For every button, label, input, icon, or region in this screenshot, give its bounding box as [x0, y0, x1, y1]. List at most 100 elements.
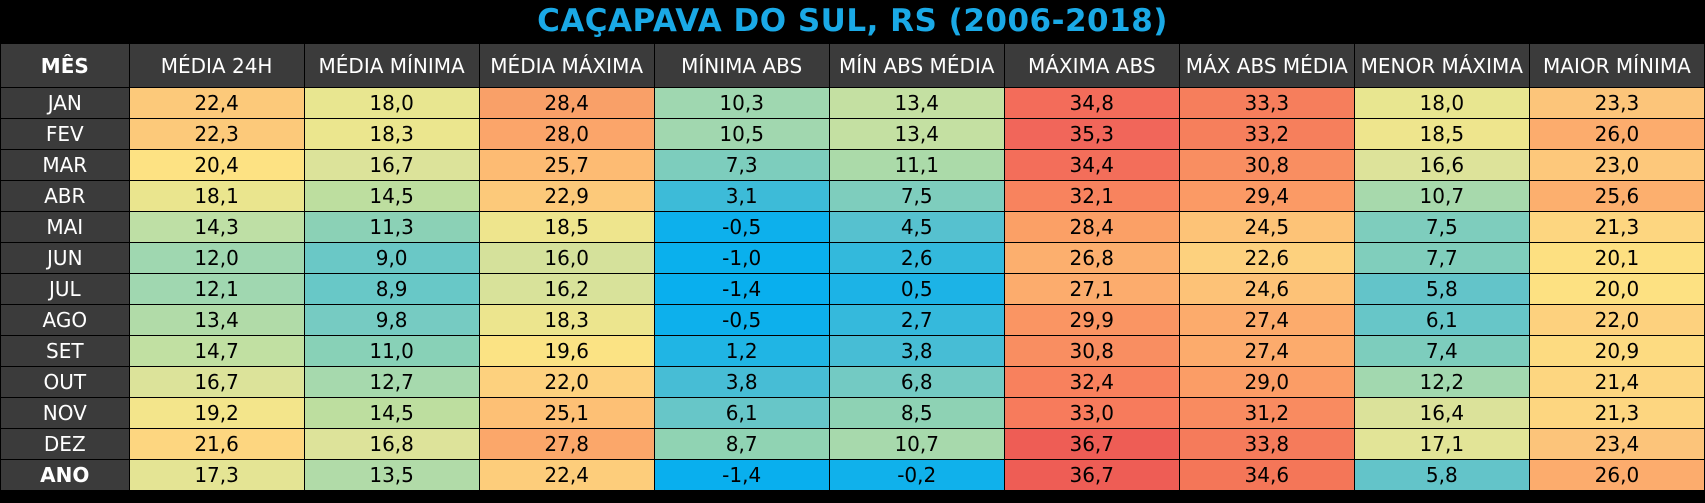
table-cell: 34,6 [1178, 459, 1355, 491]
table-cell: 33,3 [1178, 87, 1355, 119]
table-cell: 12,1 [128, 273, 305, 305]
table-cell: 22,4 [128, 87, 305, 119]
table-cell: 26,0 [1528, 118, 1705, 150]
table-cell: 14,3 [128, 211, 305, 243]
table-cell: 10,5 [653, 118, 830, 150]
month-row: DEZ 21,6 16,8 27,8 8,7 10,7 36,7 33,8 17,1 23,4 [0, 428, 1705, 460]
table-cell: 22,3 [128, 118, 305, 150]
table-cell: 6,1 [653, 397, 830, 429]
table-title: CAÇAPAVA DO SUL, RS (2006-2018) [537, 3, 1168, 39]
table-cell: 10,3 [653, 87, 830, 119]
table-cell: 28,0 [478, 118, 655, 150]
table-cell: 33,8 [1178, 428, 1355, 460]
table-cell: 22,6 [1178, 242, 1355, 274]
table-cell: 8,7 [653, 428, 830, 460]
month-row: AGO 13,4 9,8 18,3 -0,5 2,7 29,9 27,4 6,1 22,0 [0, 304, 1705, 336]
column-header: MÉDIA 24H [128, 43, 305, 88]
table-cell: 18,5 [1353, 118, 1530, 150]
month-row: OUT 16,7 12,7 22,0 3,8 6,8 32,4 29,0 12,2 21,4 [0, 366, 1705, 398]
table-cell: 32,4 [1003, 366, 1180, 398]
table-cell: 26,0 [1528, 459, 1705, 491]
month-row: JUN 12,0 9,0 16,0 -1,0 2,6 26,8 22,6 7,7 20,1 [0, 242, 1705, 274]
table-cell: -0,5 [653, 211, 830, 243]
table-cell: 0,5 [828, 273, 1005, 305]
table-cell: 10,7 [1353, 180, 1530, 212]
table-cell: 12,7 [303, 366, 480, 398]
row-label: MAI [0, 211, 130, 243]
column-header: MÍNIMA ABS [653, 43, 830, 88]
table-cell: 20,1 [1528, 242, 1705, 274]
table-cell: 16,2 [478, 273, 655, 305]
row-label: MAR [0, 149, 130, 181]
table-cell: 16,8 [303, 428, 480, 460]
table-cell: 18,5 [478, 211, 655, 243]
table-cell: 27,4 [1178, 304, 1355, 336]
table-cell: 26,8 [1003, 242, 1180, 274]
table-cell: 18,3 [303, 118, 480, 150]
row-label: FEV [0, 118, 130, 150]
month-row: ABR 18,1 14,5 22,9 3,1 7,5 32,1 29,4 10,7 25,6 [0, 180, 1705, 212]
table-cell: 21,4 [1528, 366, 1705, 398]
column-header: MAIOR MÍNIMA [1528, 43, 1705, 88]
table-cell: 12,0 [128, 242, 305, 274]
table-cell: 16,7 [303, 149, 480, 181]
table-cell: 27,4 [1178, 335, 1355, 367]
header-row: MÊS MÉDIA 24H MÉDIA MÍNIMA MÉDIA MÁXIMA MÍNI… [0, 43, 1705, 88]
table-cell: 21,3 [1528, 211, 1705, 243]
annual-row: ANO 17,3 13,5 22,4 -1,4 -0,2 36,7 34,6 5,8 26,0 [0, 459, 1705, 491]
table-cell: 2,7 [828, 304, 1005, 336]
table-cell: 23,3 [1528, 87, 1705, 119]
table-cell: 31,2 [1178, 397, 1355, 429]
row-label: SET [0, 335, 130, 367]
table-cell: 23,0 [1528, 149, 1705, 181]
table-cell: 24,5 [1178, 211, 1355, 243]
table-cell: 27,8 [478, 428, 655, 460]
row-label: DEZ [0, 428, 130, 460]
table-cell: 22,0 [478, 366, 655, 398]
table-cell: 18,0 [303, 87, 480, 119]
table-cell: 14,5 [303, 397, 480, 429]
table-cell: 17,1 [1353, 428, 1530, 460]
table-cell: 7,5 [1353, 211, 1530, 243]
table-cell: 16,6 [1353, 149, 1530, 181]
column-header: MENOR MÁXIMA [1353, 43, 1530, 88]
table-cell: 11,0 [303, 335, 480, 367]
row-label: JUL [0, 273, 130, 305]
table-cell: -0,2 [828, 459, 1005, 491]
table-cell: 13,4 [128, 304, 305, 336]
month-row: MAI 14,3 11,3 18,5 -0,5 4,5 28,4 24,5 7,5 21,3 [0, 211, 1705, 243]
table-cell: 30,8 [1178, 149, 1355, 181]
table-cell: 28,4 [478, 87, 655, 119]
table-cell: 18,0 [1353, 87, 1530, 119]
table-cell: 33,2 [1178, 118, 1355, 150]
table-body: JAN 22,4 18,0 28,4 10,3 13,4 34,8 33,3 18,0 23,3 F… [0, 87, 1705, 491]
column-header: MÍN ABS MÉDIA [828, 43, 1005, 88]
row-label: JAN [0, 87, 130, 119]
row-label: JUN [0, 242, 130, 274]
table-cell: 12,2 [1353, 366, 1530, 398]
table-cell: -1,4 [653, 273, 830, 305]
table-cell: 3,8 [828, 335, 1005, 367]
table-cell: 29,9 [1003, 304, 1180, 336]
table-cell: 35,3 [1003, 118, 1180, 150]
table-cell: 34,8 [1003, 87, 1180, 119]
table-cell: 7,5 [828, 180, 1005, 212]
table-cell: 17,3 [128, 459, 305, 491]
table-cell: 5,8 [1353, 273, 1530, 305]
column-header: MÁXIMA ABS [1003, 43, 1180, 88]
table-cell: 29,0 [1178, 366, 1355, 398]
climate-table: MÊS MÉDIA 24H MÉDIA MÍNIMA MÉDIA MÁXIMA MÍNI… [0, 43, 1705, 491]
table-cell: 19,2 [128, 397, 305, 429]
row-label: ANO [0, 459, 130, 491]
table-cell: 27,1 [1003, 273, 1180, 305]
table-cell: 7,4 [1353, 335, 1530, 367]
table-cell: 10,7 [828, 428, 1005, 460]
table-cell: 21,3 [1528, 397, 1705, 429]
table-cell: 5,8 [1353, 459, 1530, 491]
table-cell: 14,5 [303, 180, 480, 212]
column-header: MÁX ABS MÉDIA [1178, 43, 1355, 88]
table-cell: -1,4 [653, 459, 830, 491]
table-cell: 20,0 [1528, 273, 1705, 305]
table-cell: 11,1 [828, 149, 1005, 181]
table-cell: 20,9 [1528, 335, 1705, 367]
